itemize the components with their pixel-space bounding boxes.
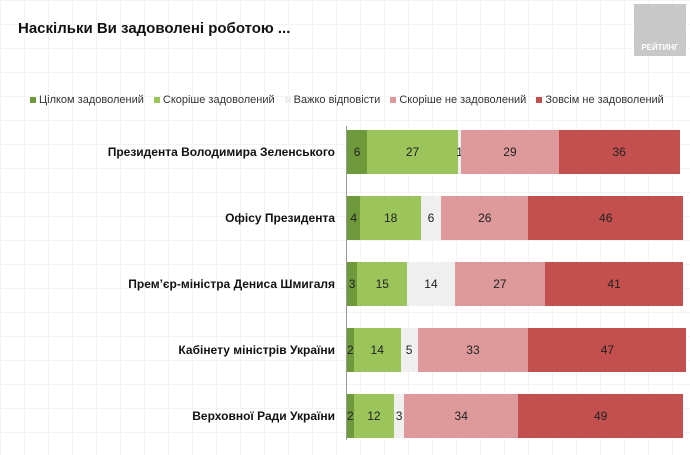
bar-segment: 27	[454, 262, 546, 306]
data-label: 26	[478, 211, 492, 225]
data-label: 3	[395, 409, 403, 423]
data-label: 41	[607, 277, 621, 291]
bar-segment: 27	[367, 130, 458, 174]
bar-segment: 14	[353, 328, 401, 372]
bar-segment: 2	[347, 328, 354, 372]
category-label: Прем’єр-міністра Дениса Шмигаля	[128, 277, 335, 291]
data-label: 46	[599, 211, 613, 225]
data-label: 3	[348, 277, 356, 291]
data-label: 15	[375, 277, 389, 291]
bar-segment: 29	[461, 130, 559, 174]
category-axis	[346, 126, 347, 440]
legend-swatch	[284, 97, 291, 103]
data-label: 33	[466, 343, 480, 357]
bar-segment: 3	[394, 394, 405, 438]
legend-label: Скоріше задоволений	[162, 94, 275, 106]
data-label: 27	[405, 145, 420, 159]
bar-segment: 18	[360, 196, 421, 240]
legend-item: Зовсім не задоволений	[536, 94, 664, 106]
bar-segment: 26	[441, 196, 529, 240]
legend-swatch	[30, 97, 36, 103]
category-label: Президента Володимира Зеленського	[107, 145, 335, 159]
data-label: 27	[493, 277, 507, 291]
bar-segment: 33	[417, 328, 529, 372]
data-label: 12	[367, 409, 381, 423]
bar-segment: 12	[353, 394, 395, 438]
rating-logo: РЕЙТИНГ	[634, 4, 686, 56]
category-label: Офісу Президента	[225, 211, 335, 225]
data-label: 47	[600, 343, 615, 357]
bar-segment: 14	[407, 262, 455, 306]
legend-label: Важко відповісти	[293, 94, 381, 106]
data-label: 2	[347, 409, 354, 423]
legend-item: Скоріше не задоволений	[390, 94, 526, 106]
data-label: 4	[350, 211, 358, 225]
data-label: 36	[612, 145, 626, 159]
bar-segment: 1	[456, 130, 463, 174]
bar-segment: 3	[347, 262, 358, 306]
data-label: 6	[427, 211, 435, 225]
legend-label: Скоріше не задоволений	[399, 94, 527, 106]
data-label: 18	[383, 211, 398, 225]
legend-label: Зовсім не задоволений	[545, 94, 664, 106]
category-label: Кабінету міністрів України	[178, 343, 335, 357]
bar-segment: 6	[420, 196, 442, 240]
bar-segment: 41	[545, 262, 683, 306]
bar-segment: 49	[518, 394, 683, 438]
bar-segment: 34	[404, 394, 519, 438]
legend-item: Скоріше задоволений	[153, 94, 275, 106]
data-label: 5	[405, 343, 413, 357]
legend-swatch	[536, 97, 543, 103]
legend-item: Цілком задоволений	[30, 94, 144, 106]
bar-segment: 2	[347, 394, 354, 438]
bar-segment: 46	[528, 196, 683, 240]
legend-swatch	[153, 97, 160, 103]
bar-segment: 15	[357, 262, 408, 306]
data-label: 6	[353, 145, 361, 159]
chart-title: Наскільки Ви задоволені роботою ...	[18, 20, 291, 37]
legend-item: Важко відповісти	[284, 94, 381, 106]
data-label: 14	[424, 277, 438, 291]
bar-segment: 36	[558, 130, 680, 174]
legend-swatch	[390, 97, 397, 103]
legend: Цілком задоволений Скоріше задоволений Важ…	[30, 94, 664, 106]
data-label: 1	[456, 145, 463, 159]
data-label: 2	[347, 343, 354, 357]
data-label: 14	[370, 343, 384, 357]
category-label: Верховної Ради України	[192, 409, 335, 423]
bar-segment: 47	[528, 328, 687, 372]
legend-label: Цілком задоволений	[39, 94, 144, 106]
bar-segment: 5	[400, 328, 418, 372]
bar-segment: 6	[347, 130, 368, 174]
data-label: 49	[593, 409, 608, 423]
data-label: 29	[503, 145, 517, 159]
bar-segment: 4	[347, 196, 361, 240]
data-label: 34	[454, 409, 468, 423]
